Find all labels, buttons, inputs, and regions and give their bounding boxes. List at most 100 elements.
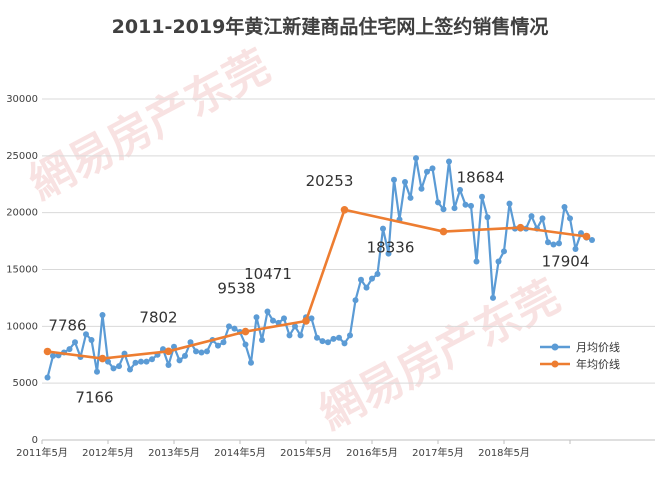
data-point-monthly <box>281 315 287 322</box>
y-tick-label: 25000 <box>6 151 38 162</box>
data-point-monthly <box>99 311 106 318</box>
data-point-monthly <box>391 176 397 183</box>
data-point-monthly <box>407 194 414 201</box>
x-tick-label: 2012年5月 <box>82 446 134 459</box>
data-point-monthly <box>501 248 507 255</box>
data-point-monthly <box>402 178 408 185</box>
data-point-monthly <box>341 340 348 347</box>
data-point-monthly <box>143 358 150 365</box>
data-label-yearly: 20253 <box>306 172 354 190</box>
data-point-monthly <box>297 332 304 339</box>
data-point-monthly <box>440 206 447 213</box>
data-point-monthly <box>138 358 144 365</box>
data-point-monthly <box>204 348 210 355</box>
y-tick-label: 5000 <box>13 378 38 389</box>
data-point-yearly <box>516 223 525 232</box>
legend-marker <box>551 343 559 351</box>
data-point-monthly <box>127 366 133 373</box>
data-point-monthly <box>468 202 474 209</box>
series-layer <box>43 155 595 381</box>
data-point-monthly <box>193 348 199 355</box>
data-point-monthly <box>264 308 271 315</box>
data-point-monthly <box>198 349 205 356</box>
data-label-yearly: 7786 <box>48 316 86 334</box>
data-point-monthly <box>325 339 331 346</box>
data-label-yearly: 18684 <box>457 169 505 187</box>
data-point-yearly <box>302 317 310 325</box>
data-point-monthly <box>187 339 194 346</box>
chart-title: 2011-2019年黄江新建商品住宅网上签约销售情况 <box>111 16 549 38</box>
data-point-monthly <box>149 356 155 363</box>
watermark-text: 網易房产东莞 <box>21 41 278 210</box>
y-tick-label: 20000 <box>6 208 38 219</box>
axes: 0 5000 10000 15000 20000 25000 30000 2011年5月 201… <box>6 94 655 459</box>
data-point-monthly <box>479 193 485 200</box>
data-point-monthly <box>66 346 73 353</box>
data-point-monthly <box>226 323 232 330</box>
data-point-monthly <box>259 336 265 343</box>
data-point-monthly <box>567 215 573 222</box>
data-point-monthly <box>462 201 469 208</box>
data-point-monthly <box>545 239 551 246</box>
data-point-monthly <box>220 339 227 346</box>
data-point-yearly <box>43 347 52 356</box>
data-point-yearly <box>164 347 173 356</box>
data-point-monthly <box>165 361 172 368</box>
data-point-monthly <box>435 199 441 206</box>
data-point-monthly <box>336 334 342 341</box>
data-point-yearly <box>582 232 591 241</box>
data-point-monthly <box>253 314 260 321</box>
x-tick-label: 2017年5月 <box>412 446 464 459</box>
data-point-monthly <box>550 241 557 248</box>
x-tick-label: 2014年5月 <box>214 446 266 459</box>
data-point-monthly <box>484 214 491 221</box>
data-point-monthly <box>270 317 276 324</box>
data-point-monthly <box>314 334 320 341</box>
data-point-monthly <box>561 203 568 210</box>
data-point-monthly <box>363 284 370 291</box>
x-tick-label: 2011年5月 <box>16 446 68 459</box>
data-point-monthly <box>506 200 513 207</box>
data-point-monthly <box>528 213 535 220</box>
data-point-monthly <box>385 250 392 257</box>
x-tick-label: 2013年5月 <box>148 446 200 459</box>
data-point-monthly <box>50 352 56 359</box>
data-point-monthly <box>413 155 419 162</box>
data-point-monthly <box>72 339 78 346</box>
data-point-monthly <box>248 359 254 366</box>
x-tick-label: 2015年5月 <box>280 446 332 459</box>
data-point-monthly <box>319 338 326 345</box>
data-point-yearly <box>340 205 349 214</box>
y-tick-label: 15000 <box>6 265 38 276</box>
data-point-monthly <box>369 275 375 282</box>
data-point-monthly <box>446 158 452 165</box>
data-label-yearly: 17904 <box>542 252 590 270</box>
data-point-monthly <box>358 276 364 283</box>
legend-marker <box>551 360 559 368</box>
y-tick-label: 0 <box>32 435 38 446</box>
data-point-monthly <box>105 358 111 365</box>
data-point-monthly <box>132 359 139 366</box>
data-point-monthly <box>88 336 95 343</box>
data-point-monthly <box>330 335 337 342</box>
x-tick-label: 2018年5月 <box>478 446 530 459</box>
data-point-monthly <box>292 323 298 330</box>
data-point-monthly <box>308 315 315 322</box>
data-point-monthly <box>176 357 183 364</box>
data-point-monthly <box>495 258 502 265</box>
data-point-monthly <box>572 246 579 253</box>
data-point-monthly <box>347 332 353 339</box>
data-point-monthly <box>182 352 188 359</box>
data-point-monthly <box>94 368 100 375</box>
data-point-monthly <box>231 325 238 332</box>
data-point-yearly <box>241 327 250 336</box>
data-point-yearly <box>439 227 448 236</box>
data-point-monthly <box>352 297 359 304</box>
data-point-monthly <box>286 332 293 339</box>
data-point-monthly <box>429 165 436 172</box>
watermark-text: 網易房产东莞 <box>311 271 568 440</box>
data-point-monthly <box>116 363 122 370</box>
